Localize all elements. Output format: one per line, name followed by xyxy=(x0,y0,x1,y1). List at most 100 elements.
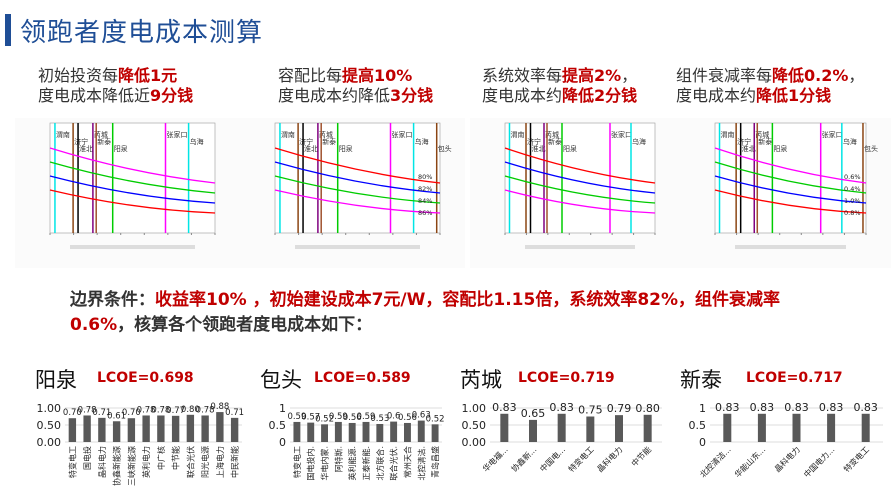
city-label: 新泰 xyxy=(758,137,772,146)
category-label: 北方联合. xyxy=(375,446,385,481)
city-label: 渭南 xyxy=(56,130,70,139)
note-text: 度电成本约 xyxy=(482,86,563,105)
data-label: 0.63 xyxy=(412,411,431,421)
data-label: 0.71 xyxy=(225,408,244,418)
lcoe-value: LCOE=0.719 xyxy=(518,370,615,386)
note-text: 系统效率每 xyxy=(482,66,563,85)
note-highlight: 3分钱 xyxy=(390,86,434,105)
category-label: 联合光伏 xyxy=(185,446,195,478)
bar xyxy=(390,421,398,442)
bar-block-baotou: 包头 LCOE=0.589 0 0.5 1 0.59 特变电工 0.57 国电投内. 0.52… xyxy=(250,362,450,499)
data-label: 0.79 xyxy=(607,402,632,415)
city-label: 芮城 xyxy=(94,130,108,139)
city-title: 阳泉 xyxy=(35,368,77,392)
series-line xyxy=(274,161,441,194)
bar xyxy=(586,416,595,442)
category-label: 正泰新能. xyxy=(361,446,371,481)
category-label: 中节能 xyxy=(171,446,181,470)
bar xyxy=(500,413,509,442)
city-label: 包头 xyxy=(438,144,452,153)
data-label: 0.83 xyxy=(853,401,878,414)
series-line xyxy=(714,161,867,194)
title-accent-bar xyxy=(5,14,11,46)
y-tick-label: 0.50 xyxy=(462,419,487,432)
bar xyxy=(157,415,165,442)
city-label: 芮城 xyxy=(545,130,559,139)
bar xyxy=(643,414,652,442)
series-line xyxy=(274,189,441,214)
bar xyxy=(334,421,342,442)
data-label: 0.56 xyxy=(343,413,362,423)
data-label: 0.83 xyxy=(784,401,809,414)
data-label: 0.83 xyxy=(750,401,775,414)
series-line xyxy=(49,147,216,184)
curve-label: 0.8% xyxy=(844,209,861,217)
data-label: 0.78 xyxy=(151,405,170,415)
x-axis-caption-placeholder xyxy=(525,245,635,249)
data-label: 0.78 xyxy=(196,405,215,415)
note-highlight: 降低0.2% xyxy=(772,66,849,85)
category-label: 国电投 xyxy=(82,446,92,470)
bar xyxy=(83,415,91,442)
condition-values: 收益率10% ，初始建设成本7元/W，容配比1.15倍，系统效率82%，组件衰减… xyxy=(70,290,781,335)
data-label: 0.56 xyxy=(398,413,417,423)
y-tick-label: 1 xyxy=(279,402,286,415)
y-tick-label: 1.00 xyxy=(37,402,62,415)
condition-label: 边界条件： xyxy=(70,290,155,310)
data-label: 0.59 xyxy=(329,412,348,422)
bar xyxy=(142,415,150,442)
series-line xyxy=(714,147,867,184)
series-line xyxy=(49,161,216,194)
bar xyxy=(112,421,121,442)
city-label: 淮北 xyxy=(742,144,756,153)
bar-block-yangquan: 阳泉 LCOE=0.698 0.00 0.50 1.00 0.70 特变电工 0.78 国电… xyxy=(25,362,250,499)
y-tick-label: 0.00 xyxy=(462,436,487,449)
data-label: 0.80 xyxy=(181,405,200,415)
bar xyxy=(827,413,836,442)
category-label: 协鑫新能源 xyxy=(112,446,122,486)
bar xyxy=(186,414,195,442)
data-label: 0.83 xyxy=(819,401,844,414)
note-highlight: 降低2分钱 xyxy=(562,86,638,105)
curve-label: 84% xyxy=(418,197,432,205)
bar xyxy=(417,420,425,442)
category-label: 英利电力 xyxy=(141,446,151,478)
data-label: 0.78 xyxy=(137,405,156,415)
series-line xyxy=(274,147,441,184)
data-label: 0.75 xyxy=(578,404,603,417)
data-label: 0.52 xyxy=(426,414,445,424)
data-label: 0.52 xyxy=(315,414,334,424)
city-label: 淮北 xyxy=(532,144,546,153)
category-label: 华电内蒙. xyxy=(320,446,330,481)
data-label: 0.88 xyxy=(210,402,229,412)
category-label: 中国电... xyxy=(538,444,567,473)
bar xyxy=(98,417,106,442)
category-label: 晶科电力 xyxy=(97,446,107,478)
note-text: ， xyxy=(621,66,638,85)
city-label: 乌海 xyxy=(415,137,429,146)
series-line xyxy=(504,161,656,194)
category-label: 北控清洁... xyxy=(698,444,733,479)
city-label: 阳泉 xyxy=(339,144,353,153)
bar xyxy=(127,418,136,442)
bar xyxy=(723,413,732,442)
bar xyxy=(861,413,870,442)
category-label: 国电投内. xyxy=(306,446,316,481)
bar-chart-yangquan: 0.000.501.00 0.70特变电工0.78国电投0.71晶科电力0.61协… xyxy=(37,402,245,486)
note-highlight: 降低1分钱 xyxy=(756,86,832,105)
category-label: 中广核 xyxy=(156,446,166,470)
bar xyxy=(557,413,566,442)
bar xyxy=(615,415,623,442)
bar xyxy=(321,424,328,442)
city-label: 乌海 xyxy=(843,137,857,146)
bar xyxy=(230,417,239,442)
bar xyxy=(307,422,315,442)
condition-tail: ，核算各个领跑者度电成本如下： xyxy=(117,315,373,335)
curve-label: 86% xyxy=(418,209,432,217)
bar xyxy=(293,421,301,442)
bar-block-ruicheng: 芮城 LCOE=0.719 0.00 0.50 1.00 0.83 华电福... 0.65… xyxy=(450,362,670,499)
x-axis-caption-placeholder xyxy=(735,245,846,249)
note-system-efficiency: 系统效率每提高2%， 度电成本约降低2分钱 xyxy=(482,66,637,106)
city-label: 济宁 xyxy=(527,137,541,146)
